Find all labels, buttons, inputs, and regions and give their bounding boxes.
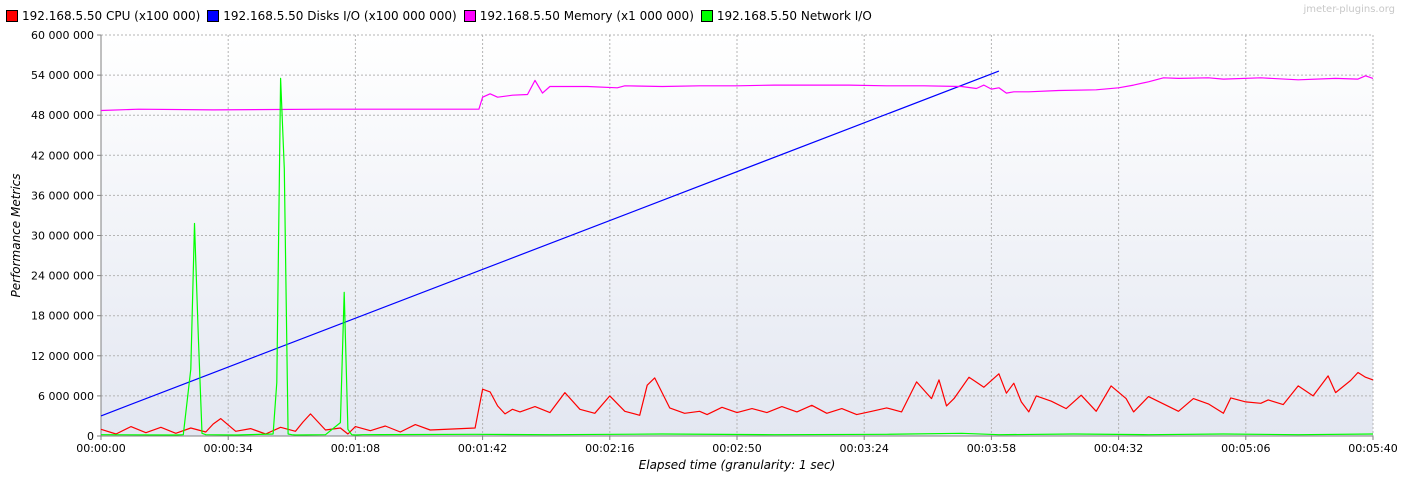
y-axis-title: Performance Metrics — [9, 173, 23, 297]
y-tick-label: 42 000 000 — [31, 149, 94, 162]
legend-label-disks: 192.168.5.50 Disks I/O (x100 000 000) — [223, 9, 457, 23]
x-tick-label: 00:05:40 — [1348, 442, 1397, 455]
legend-label-network: 192.168.5.50 Network I/O — [716, 9, 872, 23]
y-tick-label: 60 000 000 — [31, 29, 94, 42]
series-line-disks — [100, 70, 1000, 417]
y-tick-label: 54 000 000 — [31, 69, 94, 82]
x-tick-label: 00:03:58 — [967, 442, 1016, 455]
x-axis-title: Elapsed time (granularity: 1 sec) — [639, 458, 836, 472]
legend-swatch-memory — [463, 10, 476, 22]
x-tick-label: 00:00:00 — [76, 442, 125, 455]
chart-legend: 192.168.5.50 CPU (x100 000) 192.168.5.50… — [6, 8, 879, 24]
x-tick-label: 00:00:34 — [203, 442, 252, 455]
legend-item-network: 192.168.5.50 Network I/O — [700, 9, 872, 23]
legend-item-memory: 192.168.5.50 Memory (x1 000 000) — [463, 9, 694, 23]
legend-item-cpu: 192.168.5.50 CPU (x100 000) — [6, 9, 200, 23]
series-line-cpu — [100, 371, 1374, 435]
y-tick-label: 12 000 000 — [31, 350, 94, 363]
y-tick-label: 48 000 000 — [31, 109, 94, 122]
watermark: jmeter-plugins.org — [1303, 4, 1395, 15]
x-tick-label: 00:01:08 — [331, 442, 380, 455]
legend-item-disks: 192.168.5.50 Disks I/O (x100 000 000) — [207, 9, 457, 23]
legend-swatch-network — [700, 10, 713, 22]
x-tick-label: 00:02:50 — [712, 442, 761, 455]
x-tick-label: 00:05:06 — [1221, 442, 1270, 455]
y-tick-label: 36 000 000 — [31, 189, 94, 202]
x-tick-label: 00:04:32 — [1094, 442, 1143, 455]
x-tick-label: 00:01:42 — [458, 442, 507, 455]
y-tick-label: 6 000 000 — [38, 390, 94, 403]
legend-label-memory: 192.168.5.50 Memory (x1 000 000) — [479, 9, 694, 23]
legend-swatch-cpu — [6, 10, 18, 22]
y-tick-label: 24 000 000 — [31, 270, 94, 283]
x-tick-label: 00:03:24 — [839, 442, 888, 455]
legend-label-cpu: 192.168.5.50 CPU (x100 000) — [22, 9, 201, 23]
x-tick-label: 00:02:16 — [585, 442, 634, 455]
legend-swatch-disks — [207, 10, 220, 22]
y-tick-label: 18 000 000 — [31, 310, 94, 323]
y-tick-label: 0 — [87, 430, 94, 443]
series-line-memory — [100, 75, 1374, 112]
series-line-network — [100, 77, 1374, 436]
y-tick-label: 30 000 000 — [31, 230, 94, 243]
